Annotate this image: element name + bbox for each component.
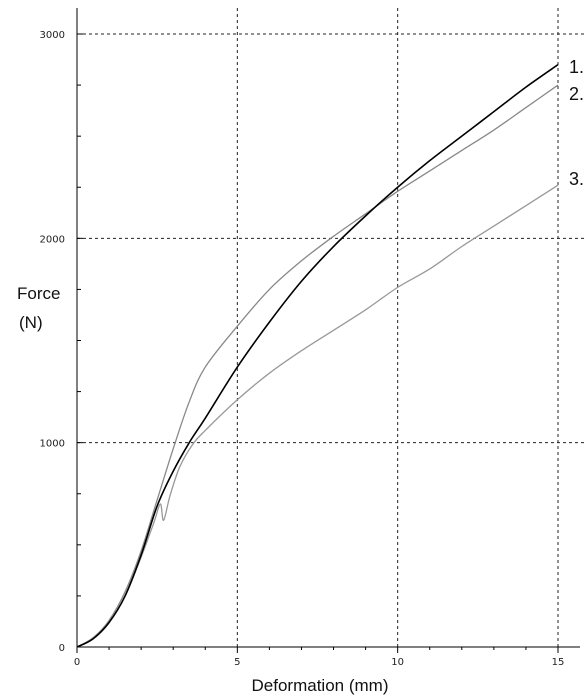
series-lines <box>76 63 559 648</box>
series-line-1 <box>76 63 559 648</box>
tick-labels: 0 1000 2000 3000 0 5 10 15 <box>40 30 565 668</box>
tick-marks <box>76 33 559 653</box>
grid-lines <box>77 8 587 647</box>
x-axis-label: Deformation (mm) <box>252 676 389 695</box>
series-labels: 1. 2. 3. <box>569 57 584 189</box>
series-label-2: 2. <box>569 84 584 104</box>
y-tick-label: 0 <box>59 643 65 654</box>
y-tick-label: 1000 <box>40 439 65 450</box>
axes <box>76 8 580 648</box>
x-tick-label: 10 <box>391 657 404 668</box>
y-axis-label-line1: Force <box>17 284 60 303</box>
series-line-2 <box>76 84 559 648</box>
x-tick-label: 15 <box>552 657 565 668</box>
x-tick-label: 5 <box>234 657 240 668</box>
y-tick-label: 2000 <box>40 234 65 245</box>
y-axis-label-line2: (N) <box>19 313 43 332</box>
series-label-1: 1. <box>569 57 584 77</box>
y-tick-label: 3000 <box>40 30 65 41</box>
series-label-3: 3. <box>569 169 584 189</box>
x-tick-label: 0 <box>74 657 80 668</box>
series-line-3 <box>76 184 559 648</box>
